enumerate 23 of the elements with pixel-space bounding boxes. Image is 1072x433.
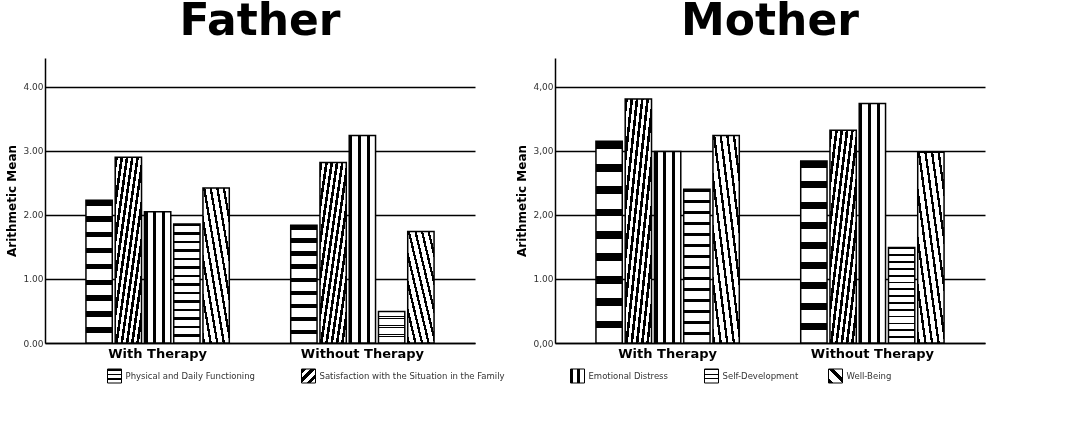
y-tick-label: 3,00 bbox=[533, 146, 554, 157]
x-tick-label: Without Therapy bbox=[300, 345, 425, 361]
y-tick-label: 2.00 bbox=[23, 210, 44, 221]
chart-title: Mother bbox=[681, 0, 860, 45]
y-tick-label: 0,00 bbox=[533, 338, 554, 349]
y-tick-label: 1.00 bbox=[23, 274, 44, 285]
y-tick-label: 2,00 bbox=[533, 210, 554, 221]
x-tick-label: With Therapy bbox=[618, 345, 718, 361]
y-tick-label: 4.00 bbox=[23, 82, 44, 93]
legend-label: Emotional Distress bbox=[588, 371, 669, 381]
chart-title: Father bbox=[179, 0, 341, 45]
y-tick-label: 1.00 bbox=[533, 274, 554, 285]
legend-label: Physical and Daily Functioning bbox=[125, 371, 255, 381]
y-axis-title: Arithmetic Mean bbox=[5, 144, 20, 258]
y-tick-label: 3.00 bbox=[23, 146, 44, 157]
y-tick-label: 4,00 bbox=[533, 82, 554, 93]
x-tick-label: Without Therapy bbox=[810, 345, 935, 361]
y-axis-title: Arithmetic Mean bbox=[515, 144, 530, 258]
x-tick-label: With Therapy bbox=[108, 345, 208, 361]
legend-label: Satisfaction with the Situation in the Family bbox=[319, 371, 505, 381]
legend-label: Well-Being bbox=[846, 371, 892, 381]
y-tick-label: 0.00 bbox=[23, 338, 44, 349]
legend-label: Self-Development bbox=[722, 371, 799, 381]
